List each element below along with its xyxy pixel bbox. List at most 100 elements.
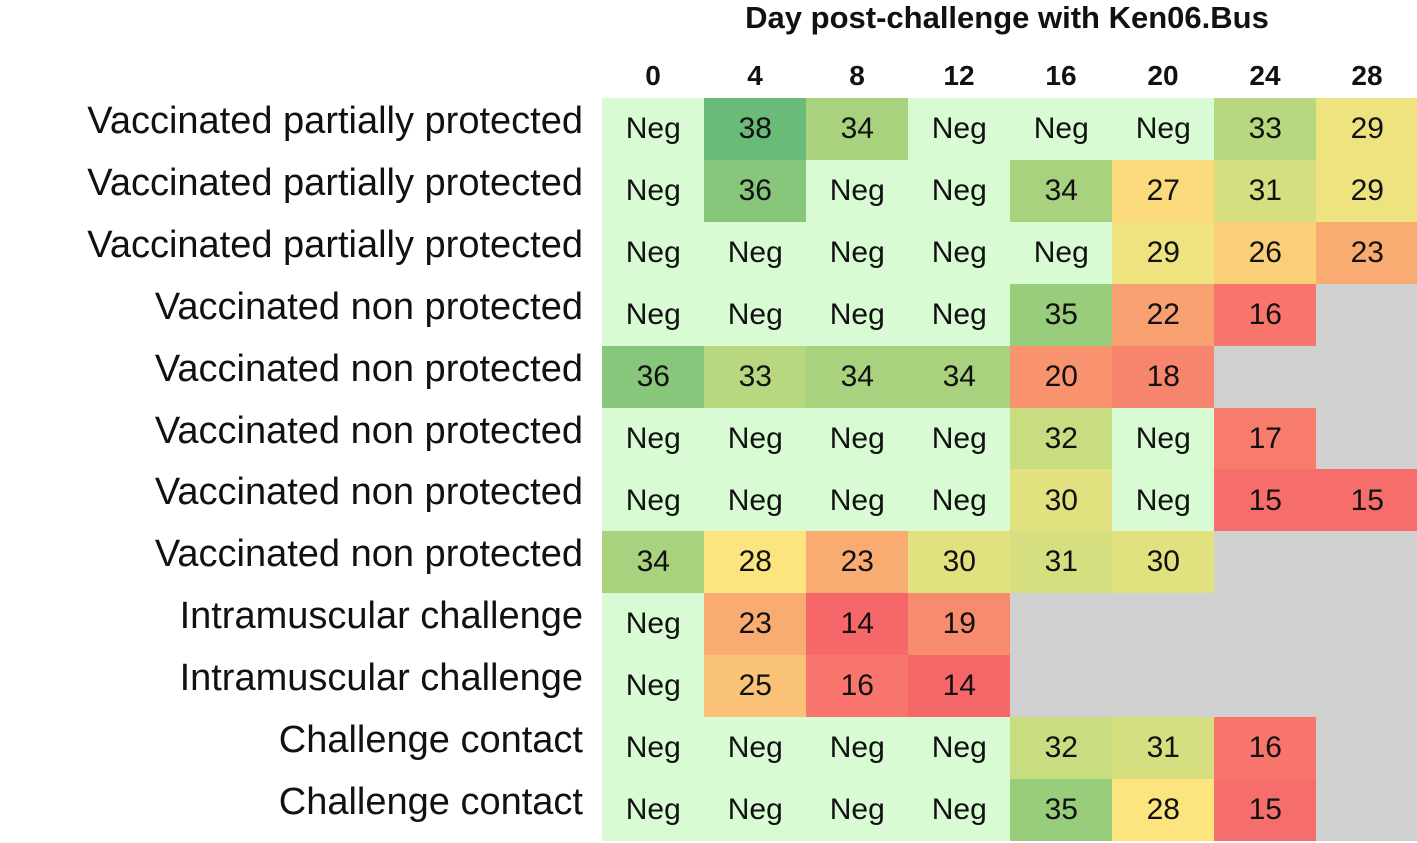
row-label: Vaccinated non protected	[154, 471, 583, 514]
heatmap-cell: 26	[1214, 221, 1317, 285]
heatmap-cell: 14	[908, 655, 1011, 718]
heatmap-cell: Neg	[602, 221, 705, 285]
heatmap-cell	[1316, 717, 1417, 780]
heatmap-cell: 23	[806, 531, 909, 594]
heatmap-cell: Neg	[908, 469, 1011, 532]
heatmap-cell: 23	[1316, 221, 1417, 285]
heatmap-cell: Neg	[602, 593, 705, 656]
heatmap-cell: Neg	[908, 283, 1011, 347]
heatmap-cell: 17	[1214, 407, 1317, 470]
column-label-day-0: 0	[645, 60, 661, 91]
heatmap-cell: Neg	[704, 283, 807, 347]
heatmap-cell: 36	[704, 159, 807, 223]
heatmap-cell: Neg	[806, 159, 909, 223]
heatmap-cell: 25	[704, 655, 807, 718]
heatmap-cell: 36	[602, 345, 705, 408]
heatmap-cell: 34	[602, 531, 705, 594]
heatmap-cell	[1316, 531, 1417, 594]
heatmap-cell: 19	[908, 593, 1011, 656]
heatmap-cell: Neg	[704, 221, 807, 285]
heatmap-cell: 29	[1112, 221, 1215, 285]
heatmap-cell	[1112, 593, 1215, 656]
heatmap-cell: Neg	[908, 717, 1011, 780]
heatmap-cell: 31	[1010, 531, 1113, 594]
heatmap-cell: 15	[1214, 469, 1317, 532]
row-label: Vaccinated non protected	[154, 285, 583, 328]
heatmap-cell: Neg	[602, 283, 705, 347]
heatmap-cell: Neg	[806, 283, 909, 347]
row-label: Vaccinated non protected	[154, 347, 583, 390]
row-label: Vaccinated partially protected	[87, 161, 583, 204]
heatmap-cell: 32	[1010, 717, 1113, 780]
heatmap-cell: Neg	[602, 159, 705, 223]
heatmap-cell: Neg	[704, 469, 807, 532]
column-label-day-4: 4	[747, 60, 763, 91]
heatmap-cell	[1316, 345, 1417, 408]
heatmap-cell	[1316, 593, 1417, 656]
heatmap-cell: 35	[1010, 283, 1113, 347]
heatmap-cell: 33	[704, 345, 807, 408]
heatmap-cell	[1214, 655, 1317, 718]
heatmap-cell: Neg	[908, 98, 1011, 161]
heatmap-cell	[1214, 531, 1317, 594]
row-label: Intramuscular challenge	[179, 595, 583, 638]
heatmap-cell	[1316, 778, 1417, 842]
heatmap-cell: 23	[704, 593, 807, 656]
heatmap-cell: 34	[806, 345, 909, 408]
heatmap-cell: Neg	[602, 717, 705, 780]
row-label: Challenge contact	[278, 719, 583, 761]
heatmap-cell	[1214, 345, 1317, 408]
row-label: Challenge contact	[278, 780, 583, 823]
heatmap-cell: 34	[908, 345, 1011, 408]
row-label: Vaccinated partially protected	[87, 223, 583, 266]
chart-title: Day post-challenge with Ken06.Bus	[745, 0, 1269, 35]
heatmap-cell: Neg	[1010, 98, 1113, 161]
heatmap-cell: 15	[1214, 778, 1317, 842]
heatmap-cell: 30	[1010, 469, 1113, 532]
heatmap-cell: Neg	[908, 407, 1011, 470]
heatmap-cell: 29	[1316, 159, 1417, 223]
heatmap-cell: 28	[1112, 778, 1215, 842]
heatmap-cell: Neg	[806, 469, 909, 532]
heatmap-cell: 15	[1316, 469, 1417, 532]
column-label-day-28: 28	[1351, 60, 1383, 91]
heatmap-cell: Neg	[908, 778, 1011, 842]
column-label-day-24: 24	[1249, 60, 1281, 91]
heatmap-cell: Neg	[602, 655, 705, 718]
heatmap-cell	[1316, 407, 1417, 470]
heatmap-cell: 33	[1214, 98, 1317, 161]
heatmap-cell: 16	[1214, 283, 1317, 347]
heatmap-cell: 31	[1112, 717, 1215, 780]
heatmap-cell: Neg	[704, 717, 807, 780]
heatmap-cell: Neg	[1010, 221, 1113, 285]
heatmap-cell: 32	[1010, 407, 1113, 470]
heatmap-cell: Neg	[806, 717, 909, 780]
row-label: Vaccinated non protected	[154, 533, 583, 576]
heatmap-cell: 29	[1316, 98, 1417, 161]
heatmap-cell: Neg	[1112, 407, 1215, 470]
heatmap-cell: 27	[1112, 159, 1215, 223]
heatmap-cell: Neg	[806, 407, 909, 470]
heatmap-cell	[1316, 655, 1417, 718]
heatmap-cell: 16	[806, 655, 909, 718]
heatmap-cell	[1010, 593, 1113, 656]
heatmap-cell	[1112, 655, 1215, 718]
row-label: Vaccinated non protected	[154, 409, 583, 452]
heatmap-cell: Neg	[1112, 469, 1215, 532]
column-label-day-12: 12	[943, 60, 975, 91]
heatmap-cell: Neg	[1112, 98, 1215, 161]
row-label: Vaccinated partially protected	[87, 100, 583, 142]
heatmap-cell: 34	[806, 98, 909, 161]
column-label-day-20: 20	[1147, 60, 1179, 91]
heatmap-cell: 16	[1214, 717, 1317, 780]
column-label-day-8: 8	[849, 60, 865, 91]
heatmap-cell: Neg	[602, 407, 705, 470]
heatmap-cell: Neg	[806, 221, 909, 285]
heatmap-cell: Neg	[602, 98, 705, 161]
heatmap-cell: Neg	[602, 469, 705, 532]
column-label-day-16: 16	[1045, 60, 1077, 91]
heatmap-cell	[1010, 655, 1113, 718]
heatmap-cell: Neg	[908, 159, 1011, 223]
heatmap-cell: 18	[1112, 345, 1215, 408]
